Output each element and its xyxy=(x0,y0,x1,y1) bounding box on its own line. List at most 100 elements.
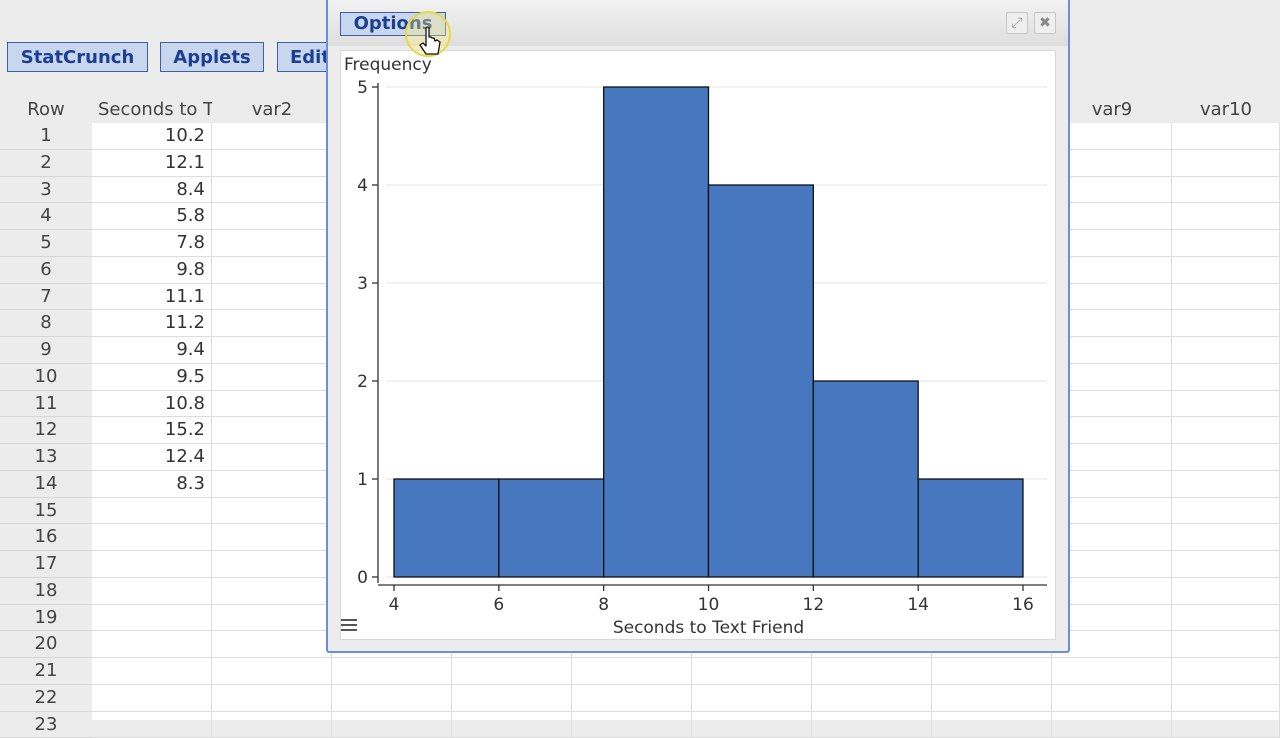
spreadsheet-cell[interactable] xyxy=(1172,364,1280,391)
spreadsheet-cell[interactable] xyxy=(1052,685,1172,712)
row-number[interactable]: 20 xyxy=(0,631,92,658)
spreadsheet-cell[interactable] xyxy=(332,658,452,685)
spreadsheet-cell[interactable] xyxy=(1052,364,1172,391)
spreadsheet-cell[interactable] xyxy=(92,658,212,685)
spreadsheet-cell[interactable] xyxy=(212,150,332,177)
spreadsheet-cell[interactable] xyxy=(1172,391,1280,418)
hamburger-menu-icon[interactable] xyxy=(340,617,358,633)
row-number[interactable]: 5 xyxy=(0,230,92,257)
spreadsheet-cell[interactable] xyxy=(92,551,212,578)
spreadsheet-cell[interactable] xyxy=(212,284,332,311)
spreadsheet-cell[interactable] xyxy=(212,551,332,578)
spreadsheet-cell[interactable]: 12.1 xyxy=(92,150,212,177)
row-number[interactable]: 19 xyxy=(0,605,92,632)
spreadsheet-cell[interactable] xyxy=(932,712,1052,738)
spreadsheet-cell[interactable]: 15.2 xyxy=(92,417,212,444)
column-header-var10[interactable]: var10 xyxy=(1172,96,1280,123)
spreadsheet-cell[interactable] xyxy=(1172,658,1280,685)
spreadsheet-cell[interactable] xyxy=(212,177,332,204)
spreadsheet-cell[interactable] xyxy=(212,364,332,391)
spreadsheet-cell[interactable] xyxy=(1172,257,1280,284)
spreadsheet-cell[interactable] xyxy=(1052,498,1172,525)
spreadsheet-cell[interactable] xyxy=(1172,631,1280,658)
spreadsheet-cell[interactable] xyxy=(92,578,212,605)
row-number[interactable]: 2 xyxy=(0,150,92,177)
spreadsheet-cell[interactable] xyxy=(1052,605,1172,632)
row-number[interactable]: 14 xyxy=(0,471,92,498)
spreadsheet-cell[interactable] xyxy=(1172,685,1280,712)
column-header-var9[interactable]: var9 xyxy=(1052,96,1172,123)
spreadsheet-cell[interactable] xyxy=(212,712,332,738)
spreadsheet-cell[interactable] xyxy=(1172,471,1280,498)
spreadsheet-cell[interactable]: 9.4 xyxy=(92,337,212,364)
spreadsheet-cell[interactable] xyxy=(212,444,332,471)
spreadsheet-cell[interactable] xyxy=(1052,551,1172,578)
spreadsheet-cell[interactable] xyxy=(1172,310,1280,337)
spreadsheet-cell[interactable] xyxy=(332,685,452,712)
row-number[interactable]: 6 xyxy=(0,257,92,284)
spreadsheet-cell[interactable] xyxy=(212,658,332,685)
row-number[interactable]: 8 xyxy=(0,310,92,337)
column-header-var2[interactable]: var2 xyxy=(212,96,332,123)
spreadsheet-cell[interactable] xyxy=(1052,284,1172,311)
row-number[interactable]: 18 xyxy=(0,578,92,605)
spreadsheet-cell[interactable] xyxy=(1052,123,1172,150)
spreadsheet-cell[interactable]: 10.8 xyxy=(92,391,212,418)
spreadsheet-cell[interactable] xyxy=(1052,177,1172,204)
spreadsheet-cell[interactable]: 9.5 xyxy=(92,364,212,391)
row-number[interactable]: 7 xyxy=(0,284,92,311)
row-number[interactable]: 23 xyxy=(0,712,92,738)
spreadsheet-cell[interactable] xyxy=(1172,284,1280,311)
spreadsheet-cell[interactable] xyxy=(1172,123,1280,150)
spreadsheet-cell[interactable] xyxy=(212,471,332,498)
spreadsheet-cell[interactable] xyxy=(92,685,212,712)
spreadsheet-cell[interactable] xyxy=(1052,203,1172,230)
spreadsheet-cell[interactable]: 11.1 xyxy=(92,284,212,311)
spreadsheet-cell[interactable] xyxy=(212,498,332,525)
spreadsheet-cell[interactable] xyxy=(1172,417,1280,444)
row-number[interactable]: 4 xyxy=(0,203,92,230)
spreadsheet-cell[interactable] xyxy=(1172,444,1280,471)
spreadsheet-cell[interactable] xyxy=(212,337,332,364)
spreadsheet-cell[interactable] xyxy=(1052,658,1172,685)
row-number[interactable]: 12 xyxy=(0,417,92,444)
spreadsheet-cell[interactable] xyxy=(332,712,452,738)
spreadsheet-cell[interactable] xyxy=(212,685,332,712)
spreadsheet-cell[interactable] xyxy=(1172,150,1280,177)
spreadsheet-cell[interactable] xyxy=(1172,337,1280,364)
spreadsheet-cell[interactable]: 7.8 xyxy=(92,230,212,257)
spreadsheet-cell[interactable] xyxy=(812,712,932,738)
spreadsheet-cell[interactable] xyxy=(212,631,332,658)
spreadsheet-cell[interactable] xyxy=(212,310,332,337)
spreadsheet-cell[interactable] xyxy=(212,123,332,150)
spreadsheet-cell[interactable] xyxy=(1052,471,1172,498)
spreadsheet-cell[interactable] xyxy=(1052,257,1172,284)
spreadsheet-cell[interactable] xyxy=(1052,310,1172,337)
row-number[interactable]: 3 xyxy=(0,177,92,204)
spreadsheet-cell[interactable] xyxy=(1052,631,1172,658)
spreadsheet-cell[interactable] xyxy=(1052,337,1172,364)
spreadsheet-cell[interactable] xyxy=(1052,524,1172,551)
spreadsheet-cell[interactable] xyxy=(1172,177,1280,204)
spreadsheet-cell[interactable] xyxy=(1052,150,1172,177)
spreadsheet-cell[interactable]: 10.2 xyxy=(92,123,212,150)
spreadsheet-cell[interactable] xyxy=(572,658,692,685)
spreadsheet-cell[interactable] xyxy=(812,658,932,685)
spreadsheet-cell[interactable] xyxy=(212,524,332,551)
spreadsheet-cell[interactable] xyxy=(1052,391,1172,418)
close-icon[interactable]: ✖ xyxy=(1034,12,1056,34)
spreadsheet-cell[interactable] xyxy=(452,712,572,738)
row-number[interactable]: 17 xyxy=(0,551,92,578)
row-number[interactable]: 10 xyxy=(0,364,92,391)
spreadsheet-cell[interactable] xyxy=(212,203,332,230)
spreadsheet-cell[interactable] xyxy=(92,524,212,551)
spreadsheet-cell[interactable] xyxy=(572,712,692,738)
applets-menu-button[interactable]: Applets xyxy=(160,42,264,72)
spreadsheet-cell[interactable] xyxy=(932,658,1052,685)
spreadsheet-cell[interactable] xyxy=(92,498,212,525)
row-number[interactable]: 16 xyxy=(0,524,92,551)
spreadsheet-cell[interactable] xyxy=(1052,230,1172,257)
spreadsheet-cell[interactable] xyxy=(452,685,572,712)
row-number[interactable]: 15 xyxy=(0,498,92,525)
spreadsheet-cell[interactable] xyxy=(1052,712,1172,738)
